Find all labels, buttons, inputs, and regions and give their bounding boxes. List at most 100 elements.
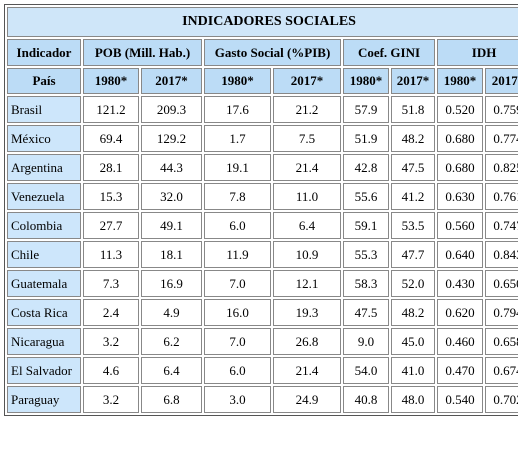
value-cell: 0.794	[485, 299, 518, 326]
value-cell: 0.540	[437, 386, 483, 413]
value-cell: 57.9	[343, 96, 389, 123]
value-cell: 11.9	[204, 241, 271, 268]
value-cell: 0.640	[437, 241, 483, 268]
subheader: 1980*	[343, 68, 389, 94]
country-cell: Costa Rica	[7, 299, 81, 326]
value-cell: 6.0	[204, 212, 271, 239]
value-cell: 4.6	[83, 357, 139, 384]
country-cell: Paraguay	[7, 386, 81, 413]
country-cell: Guatemala	[7, 270, 81, 297]
country-cell: Venezuela	[7, 183, 81, 210]
value-cell: 7.3	[83, 270, 139, 297]
value-cell: 0.650	[485, 270, 518, 297]
value-cell: 59.1	[343, 212, 389, 239]
value-cell: 3.0	[204, 386, 271, 413]
value-cell: 6.0	[204, 357, 271, 384]
value-cell: 32.0	[141, 183, 202, 210]
value-cell: 21.2	[273, 96, 341, 123]
value-cell: 16.0	[204, 299, 271, 326]
value-cell: 0.630	[437, 183, 483, 210]
value-cell: 15.3	[83, 183, 139, 210]
value-cell: 48.2	[391, 125, 435, 152]
subheader: 2017*	[273, 68, 341, 94]
data-row: Argentina 28.1 44.3 19.1 21.4 42.8 47.5 0.680 0.…	[7, 154, 518, 181]
column-header: Indicador	[7, 39, 81, 66]
table: INDICADORES SOCIALES Indicador POB (Mill. …	[4, 4, 518, 416]
value-cell: 17.6	[204, 96, 271, 123]
value-cell: 41.2	[391, 183, 435, 210]
subheader: 1980*	[204, 68, 271, 94]
value-cell: 45.0	[391, 328, 435, 355]
value-cell: 19.1	[204, 154, 271, 181]
value-cell: 69.4	[83, 125, 139, 152]
value-cell: 6.4	[141, 357, 202, 384]
subheader: 2017*	[485, 68, 518, 94]
value-cell: 7.0	[204, 270, 271, 297]
value-cell: 7.0	[204, 328, 271, 355]
value-cell: 12.1	[273, 270, 341, 297]
value-cell: 0.747	[485, 212, 518, 239]
data-row: Guatemala 7.3 16.9 7.0 12.1 58.3 52.0 0.430 0.65…	[7, 270, 518, 297]
subheader: 1980*	[83, 68, 139, 94]
value-cell: 47.7	[391, 241, 435, 268]
value-cell: 55.3	[343, 241, 389, 268]
value-cell: 53.5	[391, 212, 435, 239]
value-cell: 48.0	[391, 386, 435, 413]
subheader: País	[7, 68, 81, 94]
column-header: POB (Mill. Hab.)	[83, 39, 202, 66]
data-row: Brasil 121.2 209.3 17.6 21.2 57.9 51.8 0.520 0.7…	[7, 96, 518, 123]
data-row: Venezuela 15.3 32.0 7.8 11.0 55.6 41.2 0.630 0.7…	[7, 183, 518, 210]
table-title: INDICADORES SOCIALES	[7, 7, 518, 37]
value-cell: 21.4	[273, 154, 341, 181]
subheader: 2017*	[391, 68, 435, 94]
value-cell: 0.702	[485, 386, 518, 413]
column-header: Coef. GINI	[343, 39, 435, 66]
value-cell: 58.3	[343, 270, 389, 297]
column-header: IDH	[437, 39, 518, 66]
value-cell: 0.759	[485, 96, 518, 123]
value-cell: 2.4	[83, 299, 139, 326]
country-cell: El Salvador	[7, 357, 81, 384]
value-cell: 54.0	[343, 357, 389, 384]
value-cell: 0.761	[485, 183, 518, 210]
table-container: INDICADORES SOCIALES Indicador POB (Mill. …	[4, 4, 518, 416]
value-cell: 0.470	[437, 357, 483, 384]
value-cell: 24.9	[273, 386, 341, 413]
value-cell: 0.658	[485, 328, 518, 355]
value-cell: 55.6	[343, 183, 389, 210]
value-cell: 6.8	[141, 386, 202, 413]
value-cell: 18.1	[141, 241, 202, 268]
header-row: Indicador POB (Mill. Hab.) Gasto Social (%…	[7, 39, 518, 66]
value-cell: 6.4	[273, 212, 341, 239]
value-cell: 21.4	[273, 357, 341, 384]
value-cell: 11.3	[83, 241, 139, 268]
value-cell: 49.1	[141, 212, 202, 239]
column-header: Gasto Social (%PIB)	[204, 39, 341, 66]
country-cell: Nicaragua	[7, 328, 81, 355]
value-cell: 3.2	[83, 386, 139, 413]
value-cell: 0.680	[437, 154, 483, 181]
value-cell: 3.2	[83, 328, 139, 355]
value-cell: 0.560	[437, 212, 483, 239]
value-cell: 129.2	[141, 125, 202, 152]
value-cell: 47.5	[391, 154, 435, 181]
table-body: INDICADORES SOCIALES Indicador POB (Mill. …	[7, 7, 518, 413]
value-cell: 27.7	[83, 212, 139, 239]
value-cell: 0.843	[485, 241, 518, 268]
value-cell: 0.460	[437, 328, 483, 355]
country-cell: Chile	[7, 241, 81, 268]
value-cell: 0.620	[437, 299, 483, 326]
value-cell: 0.774	[485, 125, 518, 152]
value-cell: 209.3	[141, 96, 202, 123]
value-cell: 51.9	[343, 125, 389, 152]
value-cell: 47.5	[343, 299, 389, 326]
value-cell: 40.8	[343, 386, 389, 413]
value-cell: 19.3	[273, 299, 341, 326]
data-row: Costa Rica 2.4 4.9 16.0 19.3 47.5 48.2 0.620 0.7…	[7, 299, 518, 326]
subheader: 2017*	[141, 68, 202, 94]
